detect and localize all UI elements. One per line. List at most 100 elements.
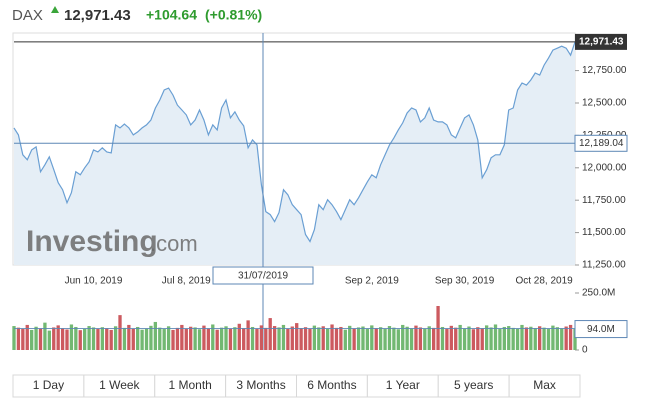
range-button-label[interactable]: 5 years (454, 378, 493, 392)
volume-bar (476, 327, 480, 350)
change: +104.64 (146, 7, 197, 23)
volume-bar (30, 329, 34, 350)
volume-bar (21, 329, 25, 350)
volume-bar (206, 328, 211, 350)
volume-bar (449, 325, 453, 350)
volume-bar (91, 327, 96, 350)
volume-bar (498, 328, 502, 350)
volume-bar (171, 329, 175, 350)
volume-bar (52, 327, 56, 350)
volume-bar (352, 328, 356, 350)
volume-bar (507, 326, 511, 350)
volume-bar (122, 327, 127, 350)
volume-bar (277, 327, 281, 350)
range-button[interactable]: 1 Day (12, 374, 85, 398)
volume-bar (374, 328, 378, 350)
volume-bar (118, 315, 122, 350)
volume-bar (392, 327, 396, 350)
range-button[interactable]: 5 years (437, 374, 510, 398)
range-button[interactable]: 1 Month (154, 374, 227, 398)
volume-bar (378, 327, 383, 350)
volume-bar (43, 322, 47, 350)
range-button-bg[interactable] (508, 374, 581, 398)
volume-bar (303, 327, 308, 350)
volume-bar (423, 328, 427, 350)
volume-bar (299, 328, 303, 350)
change-pct: (+0.81%) (205, 7, 262, 23)
volume-bar (317, 327, 321, 350)
volume-bar (445, 329, 449, 350)
y-tick-label: 12,750.00 (582, 65, 627, 76)
volume-bar (343, 329, 347, 350)
volume-bar (162, 329, 166, 350)
volume-bar (489, 327, 493, 350)
range-button[interactable]: 6 Months (296, 374, 368, 398)
volume-bar (255, 329, 259, 350)
range-button[interactable]: 3 Months (225, 374, 297, 398)
volume-bar (144, 328, 149, 350)
x-tick-label: Sep 30, 2019 (435, 276, 495, 287)
volume-bar (149, 325, 153, 350)
range-button[interactable]: 1 Week (83, 374, 156, 398)
volume-bar (308, 329, 312, 350)
volume-bar (100, 327, 105, 350)
volume-bar (224, 326, 228, 350)
volume-bar (436, 305, 440, 350)
volume-bar (290, 326, 294, 350)
volume-bar (246, 320, 250, 350)
volume-bar (153, 321, 158, 350)
volume-bar (250, 326, 255, 350)
volume-bar (25, 324, 29, 350)
x-tick-label: Sep 2, 2019 (345, 276, 399, 287)
crosshair-date-box (212, 266, 314, 285)
volume-bar (546, 329, 551, 350)
volume-bar (215, 329, 219, 350)
volume-bar (259, 325, 264, 350)
volume-bar (109, 329, 113, 350)
y-tick-label: 11,500.00 (582, 227, 626, 238)
volume-bar (431, 327, 436, 350)
y-tick-label: 12,500.00 (582, 98, 627, 109)
volume-bar (334, 327, 339, 350)
volume-bar (533, 328, 537, 350)
range-button-label[interactable]: 1 Week (99, 378, 140, 392)
volume-bar (405, 326, 409, 350)
volume-bar (401, 324, 405, 350)
volume-bar (158, 327, 162, 350)
range-button-label[interactable]: Max (533, 378, 556, 392)
volume-bar (414, 325, 418, 350)
crosshair-value-label: 12,189.04 (579, 138, 624, 149)
volume-bar (47, 330, 51, 350)
volume-bar (524, 327, 529, 350)
watermark-brand: Investing (26, 225, 158, 258)
crosshair-date-label: 31/07/2019 (238, 271, 288, 282)
volume-bar (409, 328, 414, 350)
price-line (13, 41, 576, 243)
range-button-label[interactable]: 3 Months (236, 378, 285, 392)
range-button[interactable]: Max (508, 374, 581, 398)
volume-bar (136, 326, 140, 350)
volume-bar (96, 329, 100, 350)
up-arrow (51, 6, 59, 13)
volume-bar (295, 323, 299, 350)
volume-bar (396, 329, 400, 350)
x-tick-label: Jun 10, 2019 (65, 276, 123, 287)
range-button-label[interactable]: 1 Day (33, 378, 64, 392)
volume-bar (515, 328, 520, 350)
last-price-label: 12,971.43 (579, 37, 624, 48)
volume-bar (325, 328, 330, 350)
volume-current-box (574, 320, 628, 339)
volume-bar (69, 324, 74, 350)
range-button-label[interactable]: 1 Month (169, 378, 212, 392)
range-button[interactable]: 1 Year (366, 374, 439, 398)
range-button-label[interactable]: 6 Months (307, 378, 356, 392)
volume-bar (189, 326, 193, 350)
volume-bar (529, 326, 533, 350)
y-tick-label: 11,250.00 (582, 260, 626, 271)
range-button-label[interactable]: 1 Year (386, 378, 420, 392)
volume-bar (233, 327, 237, 350)
volume-bar (193, 327, 197, 350)
volume-bar (83, 328, 87, 350)
volume-tick-label: 250.0M (582, 288, 615, 299)
price: 12,971.43 (64, 7, 131, 24)
